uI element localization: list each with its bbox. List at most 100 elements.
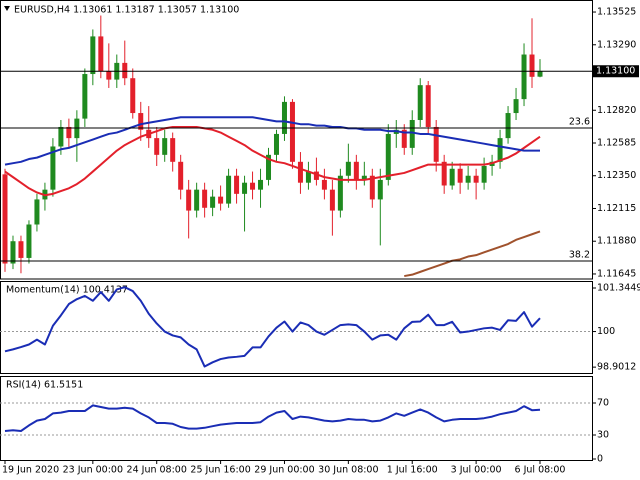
x-tick-label: 30 Jun 08:00 bbox=[318, 465, 378, 476]
candle-body bbox=[345, 161, 351, 176]
indicator-line bbox=[4, 286, 541, 368]
candle-body bbox=[122, 62, 128, 79]
rsi-panel-frame bbox=[0, 376, 593, 461]
candle-body bbox=[18, 241, 24, 258]
candle-body bbox=[329, 189, 335, 211]
candle-body bbox=[289, 101, 295, 162]
fibonacci-level-label: 38.2 bbox=[569, 250, 590, 261]
y-tick-label: 30 bbox=[597, 430, 609, 441]
moving-average-line bbox=[4, 116, 540, 166]
candle-body bbox=[425, 85, 431, 127]
candle-body bbox=[497, 138, 503, 162]
moving-average-line bbox=[404, 230, 541, 278]
candle-body bbox=[218, 196, 224, 204]
y-tick-label: 0 bbox=[597, 454, 603, 465]
candle-body bbox=[273, 133, 279, 155]
candle-body bbox=[305, 171, 311, 183]
candle-body bbox=[178, 161, 184, 190]
candle-body bbox=[154, 138, 160, 155]
y-tick-label: 1.13290 bbox=[597, 39, 636, 50]
momentum-panel-frame bbox=[0, 281, 593, 374]
main-panel-frame bbox=[0, 0, 593, 280]
y-tick-label: 1.13525 bbox=[597, 7, 636, 18]
candle-body bbox=[457, 168, 463, 183]
x-tick-label: 24 Jun 08:00 bbox=[127, 465, 187, 476]
momentum-title: Momentum(14) 100.4137 bbox=[6, 285, 128, 296]
y-tick-label: 100 bbox=[597, 326, 615, 337]
y-tick-label: 98.9012 bbox=[597, 362, 636, 373]
main-plot bbox=[2, 15, 543, 278]
candle-body bbox=[297, 161, 303, 183]
moving-average-line bbox=[4, 125, 541, 197]
candle-body bbox=[162, 138, 168, 155]
y-tick-label: 1.12115 bbox=[597, 203, 636, 214]
rsi-title: RSI(14) 61.5151 bbox=[6, 380, 83, 391]
y-tick-label: 1.11645 bbox=[597, 268, 636, 279]
candle-body bbox=[90, 36, 96, 75]
y-tick-label: 1.11880 bbox=[597, 236, 636, 247]
candle-body bbox=[34, 199, 40, 225]
candle-body bbox=[369, 175, 375, 200]
candle-body bbox=[481, 165, 487, 183]
candle-body bbox=[26, 224, 32, 258]
candle-body bbox=[433, 126, 439, 162]
candle-body bbox=[521, 54, 527, 100]
candle-body bbox=[138, 113, 144, 130]
candle-body bbox=[409, 120, 415, 148]
candle-body bbox=[385, 133, 391, 180]
x-tick-label: 19 Jun 2020 bbox=[2, 465, 59, 476]
candle-body bbox=[242, 182, 248, 194]
candle-body bbox=[194, 189, 200, 211]
price-label: 1.13100 bbox=[596, 66, 635, 77]
candle-body bbox=[82, 74, 88, 119]
candle-body bbox=[10, 241, 16, 264]
y-tick-label: 1.12350 bbox=[597, 170, 636, 181]
candle-body bbox=[377, 179, 383, 200]
candle-body bbox=[401, 129, 407, 148]
candle-body bbox=[449, 168, 455, 186]
price-label-box bbox=[593, 65, 639, 78]
candle-body bbox=[473, 175, 479, 183]
x-tick-label: 6 Jul 08:00 bbox=[515, 465, 566, 476]
x-tick-label: 3 Jul 00:00 bbox=[451, 465, 502, 476]
y-tick-label: 1.12820 bbox=[597, 105, 636, 116]
x-tick-label: 25 Jun 16:00 bbox=[190, 465, 250, 476]
candle-body bbox=[505, 113, 511, 139]
candle-body bbox=[337, 175, 343, 211]
indicator-line bbox=[4, 404, 541, 432]
x-tick-label: 29 Jun 00:00 bbox=[254, 465, 314, 476]
panel-frames bbox=[0, 0, 593, 461]
candle-body bbox=[130, 78, 136, 114]
candle-body bbox=[170, 138, 176, 162]
x-tick-label: 23 Jun 00:00 bbox=[63, 465, 123, 476]
menu-triangle bbox=[4, 6, 10, 11]
candle-body bbox=[58, 126, 64, 147]
y-tick-label: 101.3449 bbox=[597, 282, 640, 293]
candle-body bbox=[226, 175, 232, 204]
y-tick-label: 1.12585 bbox=[597, 137, 636, 148]
candle-body bbox=[258, 179, 264, 190]
candle-body bbox=[465, 175, 471, 183]
candle-body bbox=[2, 174, 8, 264]
candle-body bbox=[361, 175, 367, 180]
candle-body bbox=[417, 85, 423, 121]
candle-body bbox=[353, 161, 359, 180]
candle-body bbox=[202, 189, 208, 208]
candle-body bbox=[66, 126, 72, 139]
candle-body bbox=[321, 179, 327, 190]
y-tick-label: 70 bbox=[597, 398, 609, 409]
fibonacci-level-label: 23.6 bbox=[569, 116, 590, 127]
candle-body bbox=[513, 99, 519, 114]
candle-body bbox=[106, 71, 112, 80]
candle-body bbox=[537, 71, 543, 77]
candle-body bbox=[266, 154, 272, 180]
chart-title: EURUSD,H4 1.13061 1.13187 1.13057 1.1310… bbox=[14, 5, 239, 16]
x-tick-label: 1 Jul 16:00 bbox=[387, 465, 438, 476]
candle-body bbox=[250, 182, 256, 190]
candle-body bbox=[50, 146, 56, 190]
candle-body bbox=[98, 36, 104, 72]
candle-body bbox=[186, 189, 192, 211]
